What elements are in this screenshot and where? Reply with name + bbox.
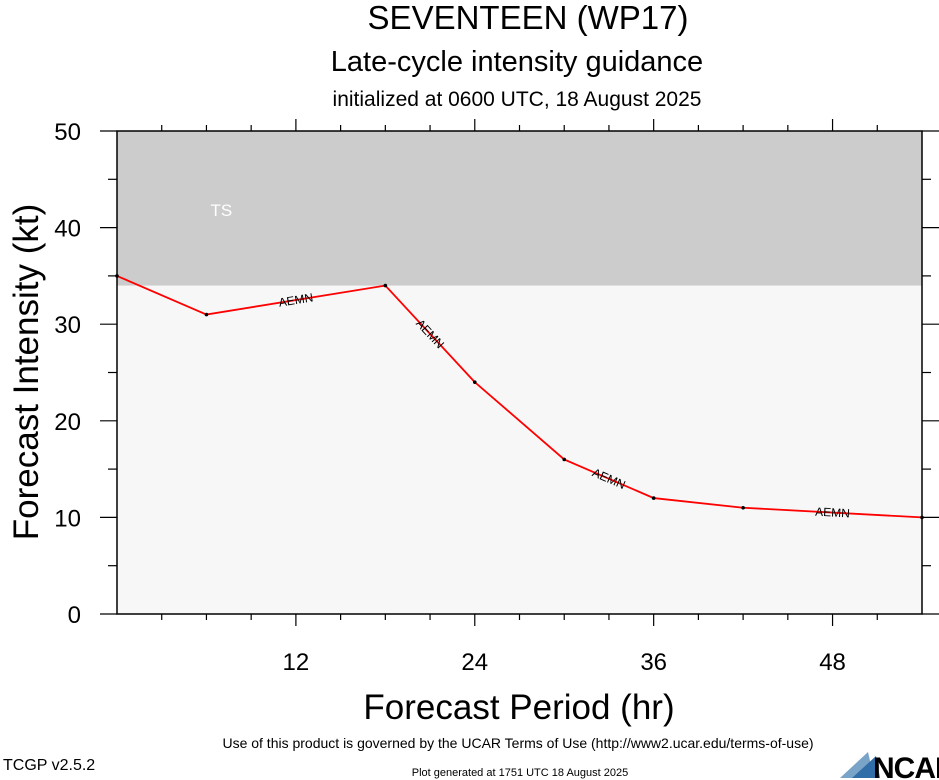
x-tick-label: 24 [461,649,488,676]
data-point [383,283,388,288]
y-tick-label: 40 [54,216,81,243]
minor-ticks [108,125,931,620]
data-point [651,496,656,500]
series-label: AEMN [278,290,314,309]
x-tick-label: 48 [819,649,846,676]
ncar-logo: NCAR [840,752,939,780]
y-axis-title: Forecast Intensity (kt) [7,204,46,540]
chart-title: SEVENTEEN (WP17) [368,0,689,36]
y-tick-label: 20 [54,409,81,436]
major-ticks [100,119,939,626]
band-label-0: TS [210,201,232,220]
data-point [204,312,209,317]
generated-timestamp: Plot generated at 1751 UTC 18 August 202… [412,767,629,779]
intensity-band-0 [117,131,922,286]
plot-frame [116,130,923,615]
x-tick-label: 12 [283,649,310,676]
tick-labels: 12 24 36 48 0 10 20 30 40 50 [54,119,846,676]
ncar-logo-text: NCAR [873,752,939,780]
data-point [741,505,745,510]
series-line-0 [116,275,923,519]
data-point [562,457,567,462]
y-tick-label: 0 [68,602,81,629]
data-point [472,380,477,384]
ncar-wave-icon [840,752,880,778]
y-tick-label: 30 [54,312,81,339]
chart-subtitle: Late-cycle intensity guidance [331,46,703,78]
version-label: TCGP v2.5.2 [3,757,95,774]
y-tick-label: 10 [54,505,81,532]
x-axis-title: Forecast Period (hr) [363,688,674,727]
x-tick-label: 36 [640,649,667,676]
plot-background: TS [117,131,922,614]
series-label: AEMN [815,505,850,521]
init-time-label: initialized at 0600 UTC, 18 August 2025 [333,88,702,111]
y-tick-label: 50 [54,119,81,146]
terms-of-use: Use of this product is governed by the U… [222,735,813,751]
